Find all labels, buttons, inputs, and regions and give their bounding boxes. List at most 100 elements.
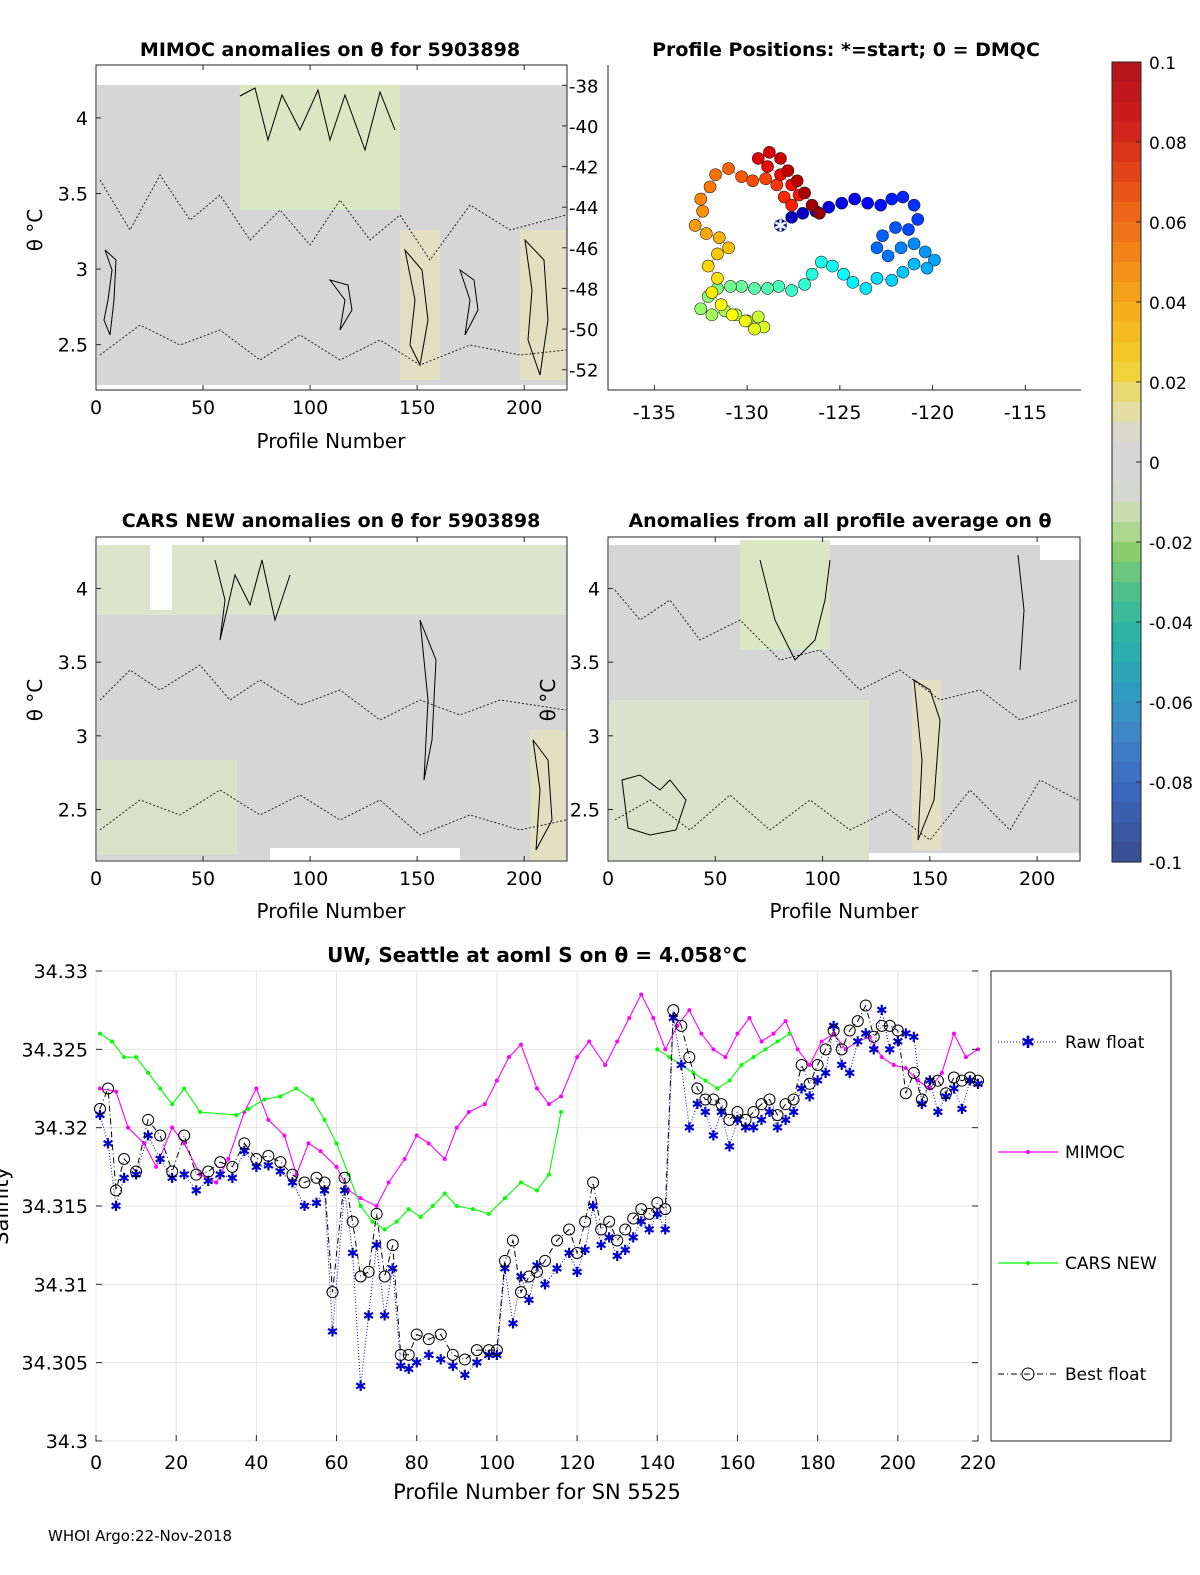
data-point [587, 1176, 600, 1189]
average-y-axis: 2.5 3 3.5 4 [570, 579, 613, 821]
data-point [915, 1093, 928, 1106]
data-point [402, 1157, 407, 1161]
x-tick-label: 0 [90, 397, 102, 419]
profile-position [805, 198, 819, 212]
legend-best-label: Best float [1065, 1365, 1147, 1385]
x-tick-label: 0 [90, 1452, 102, 1474]
data-point [827, 1024, 840, 1037]
data-point: ✱ [347, 1246, 359, 1262]
profile-position [870, 241, 884, 255]
y-tick-label: 34.325 [22, 1039, 88, 1061]
data-point [506, 1234, 519, 1247]
data-point [422, 1333, 435, 1346]
y-tick-label: 34.31 [34, 1274, 88, 1296]
profile-position [796, 206, 810, 220]
data-point [735, 1031, 740, 1036]
y-tick-label: 34.315 [22, 1196, 88, 1218]
data-point [518, 1180, 523, 1185]
profile-position [822, 200, 836, 214]
x-tick-label: 40 [244, 1452, 268, 1474]
data-point [154, 1129, 167, 1142]
data-point [739, 1063, 744, 1067]
series-line [99, 1004, 979, 1361]
profile-position [774, 152, 787, 165]
data-point: ✱ [788, 1105, 800, 1121]
profile-position [918, 245, 932, 259]
series-best-float [94, 999, 984, 1366]
data-point [687, 1008, 692, 1013]
data-point [370, 1207, 383, 1220]
data-point: ✱ [892, 1035, 904, 1051]
x-tick-label: -125 [818, 402, 861, 424]
data-point: ✱ [651, 1207, 663, 1223]
data-point [691, 1082, 704, 1095]
data-point: ✱ [226, 1171, 238, 1187]
colorbar-tick-label: -0.02 [1149, 534, 1193, 554]
colorbar-block [1112, 382, 1141, 403]
data-point: ✱ [355, 1379, 367, 1395]
cars-x-axis: 0 50 100 150 200 [90, 537, 542, 890]
mimoc-title: MIMOC anomalies on θ for 5903898 [140, 39, 520, 61]
data-point [310, 1097, 315, 1102]
y-tick-label: 3.5 [570, 652, 600, 674]
data-point [667, 1004, 680, 1017]
data-point [931, 1074, 944, 1087]
data-point [282, 1133, 287, 1138]
legend-mimoc-label: MIMOC [1065, 1143, 1125, 1163]
mimoc-xlabel: Profile Number [257, 429, 407, 453]
data-point [763, 1047, 768, 1052]
cars-field [97, 545, 567, 862]
data-point [126, 1125, 131, 1130]
data-point [547, 1102, 552, 1107]
data-point [358, 1204, 363, 1208]
data-point [723, 1055, 728, 1060]
data-point [442, 1157, 447, 1161]
right-tick-label: -40 [569, 117, 598, 138]
profile-position [705, 286, 719, 299]
data-point [130, 1165, 143, 1178]
profile-position [761, 160, 774, 173]
data-point [446, 1348, 459, 1361]
data-point [619, 1223, 632, 1236]
data-point [751, 1055, 756, 1060]
x-tick-label: 150 [399, 397, 435, 419]
data-point [146, 1070, 151, 1075]
data-point [298, 1176, 311, 1189]
colorbar-block [1112, 782, 1141, 803]
data-point: ✱ [154, 1152, 166, 1168]
x-tick-label: 100 [292, 868, 328, 890]
data-point [110, 1039, 115, 1044]
data-point: ✱ [423, 1348, 435, 1364]
data-point [627, 1016, 632, 1020]
data-point [699, 1093, 712, 1106]
profile-position [705, 308, 719, 322]
colorbar-block [1112, 462, 1141, 483]
y-tick-label: 34.305 [22, 1353, 88, 1375]
data-point [482, 1102, 487, 1107]
data-point: ✱ [756, 1113, 768, 1129]
profile-position [746, 174, 759, 188]
data-point [747, 1106, 760, 1118]
y-tick-label: 4 [76, 108, 88, 130]
y-tick-label: 3 [588, 726, 600, 748]
data-point [386, 1239, 399, 1252]
data-point [362, 1265, 375, 1278]
colorbar-block [1112, 202, 1141, 223]
data-point: ✱ [214, 1168, 226, 1184]
data-point [803, 1077, 816, 1090]
data-point: ✱ [447, 1359, 459, 1375]
y-tick-label: 4 [588, 579, 600, 601]
profile-position [781, 164, 795, 177]
data-point [370, 1219, 375, 1224]
data-point [98, 1086, 103, 1091]
colorbar-block [1112, 242, 1141, 263]
data-point: ✱ [250, 1160, 262, 1176]
data-point [470, 1207, 475, 1212]
data-point [747, 1016, 752, 1020]
data-point: ✱ [675, 1058, 687, 1074]
data-point [434, 1328, 447, 1341]
data-point [739, 1113, 752, 1126]
x-tick-label: 200 [1019, 868, 1055, 890]
profile-position [837, 267, 850, 281]
colorbar-block [1112, 322, 1141, 343]
